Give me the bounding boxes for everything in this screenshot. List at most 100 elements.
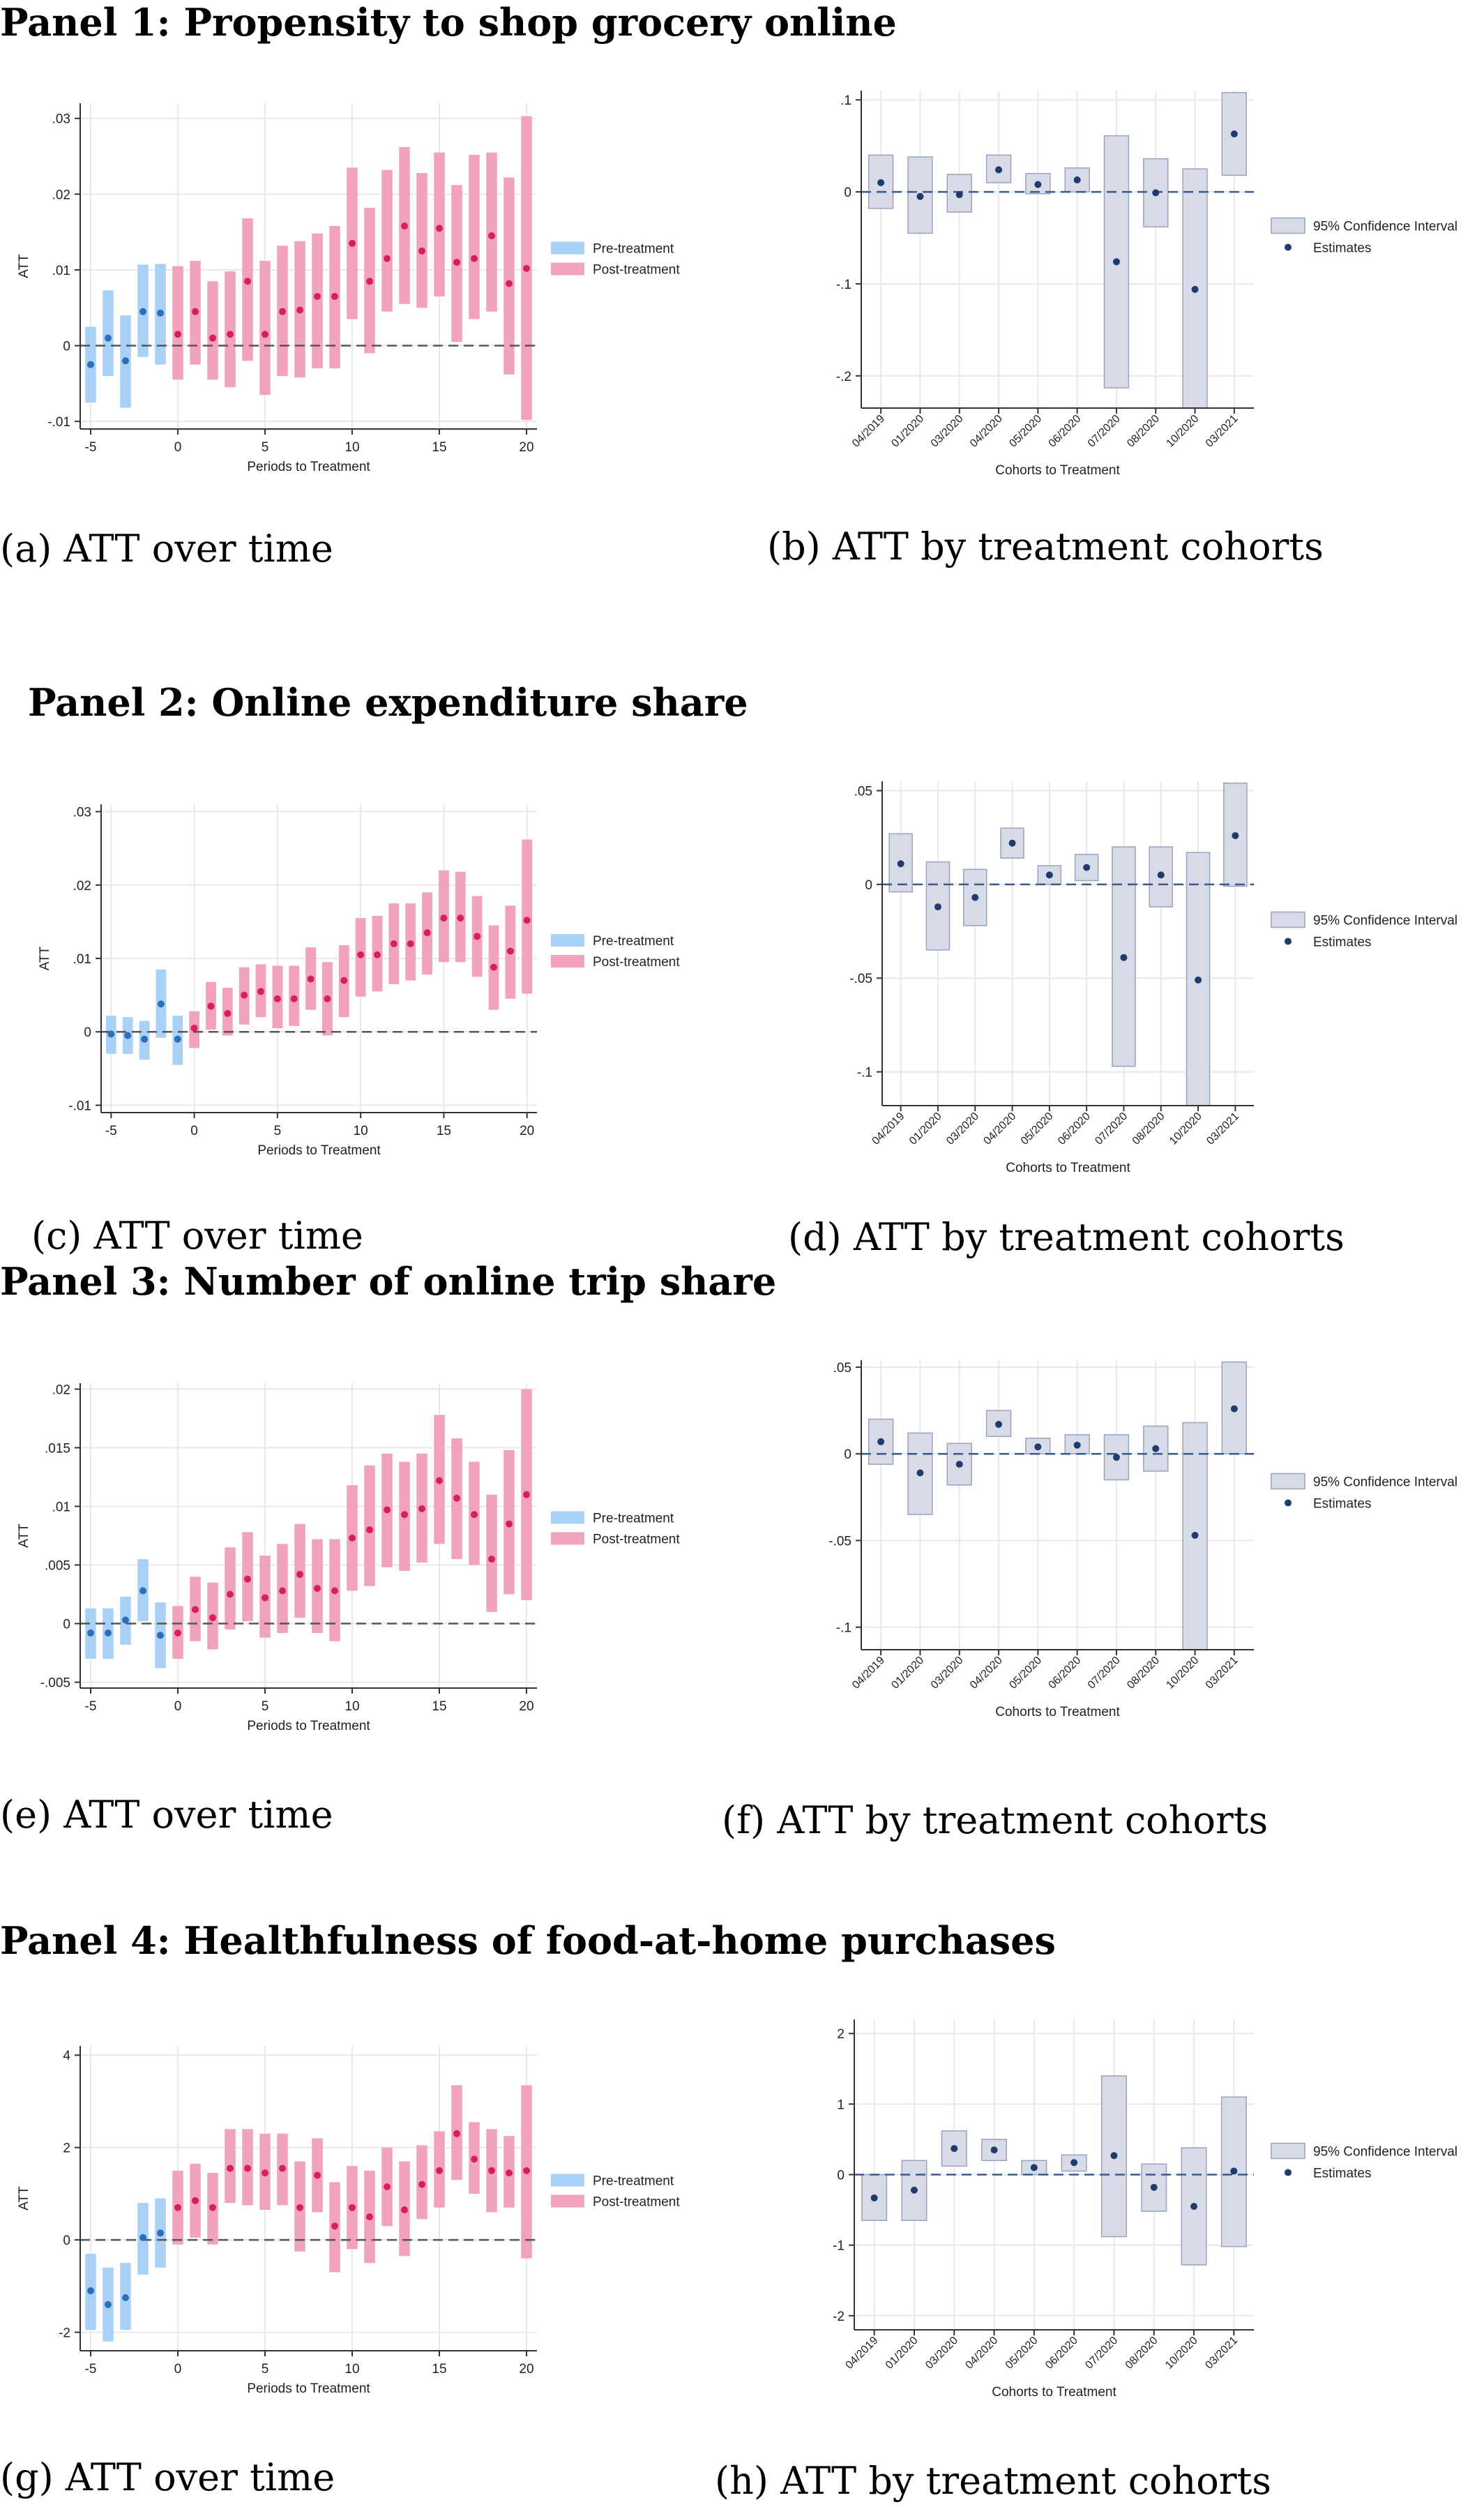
- x-tick-label: 0: [174, 1699, 182, 1714]
- estimate-point: [971, 894, 979, 901]
- post-estimate-point: [490, 963, 497, 971]
- legend-swatch-post: [551, 2194, 584, 2208]
- y-tick-label: 2: [63, 2141, 70, 2156]
- post-ci-bar: [259, 260, 271, 396]
- x-tick-label: 01/2020: [889, 413, 926, 450]
- y-tick-label: .01: [52, 1500, 70, 1514]
- chart-att-over-time: -2 0 2 4 -5 0 5 10 15 20 Periods to Treatment ATT Pr…: [0, 2019, 739, 2410]
- legend-label-post: Post-treatment: [593, 1533, 680, 1547]
- post-estimate-point: [471, 2155, 478, 2163]
- y-tick-label: 0: [63, 1618, 70, 1632]
- pre-ci-bar: [103, 290, 114, 376]
- post-estimate-point: [384, 2183, 391, 2190]
- x-axis-label: Cohorts to Treatment: [995, 1705, 1120, 1719]
- estimate-point: [1083, 864, 1091, 871]
- post-estimate-point: [307, 975, 315, 983]
- post-estimate-point: [453, 2130, 460, 2137]
- estimate-point: [1030, 2164, 1038, 2171]
- post-estimate-point: [340, 977, 348, 984]
- x-tick-label: 20: [519, 1699, 533, 1714]
- estimate-point: [1230, 130, 1238, 137]
- pre-estimate-point: [157, 2229, 164, 2237]
- x-tick-label: 04/2019: [844, 2335, 881, 2372]
- y-tick-label: 0: [63, 340, 70, 354]
- y-axis-label: ATT: [38, 946, 52, 970]
- y-tick-label: .05: [854, 784, 872, 799]
- x-tick-label: 05/2020: [1019, 1111, 1056, 1147]
- x-tick-label: 08/2020: [1130, 1111, 1167, 1147]
- x-tick-label: 06/2020: [1043, 2335, 1080, 2372]
- x-tick-label: 20: [520, 1124, 534, 1138]
- post-estimate-point: [366, 1526, 373, 1534]
- post-estimate-point: [227, 331, 234, 338]
- chart-att-by-cohort: .05 0 -.05 -.1 04/2019 01/2020 03/2020 04/2020 0…: [767, 1339, 1484, 1730]
- x-tick-label: 10/2020: [1167, 1111, 1204, 1147]
- post-estimate-point: [506, 1520, 513, 1528]
- y-tick-label: 1: [837, 2098, 845, 2112]
- legend-swatch-pre: [551, 2174, 584, 2187]
- panel-title: Panel 4: Healthfulness of food-at-home p…: [0, 1918, 1056, 1963]
- post-estimate-point: [349, 239, 356, 247]
- pre-estimate-point: [122, 1616, 129, 1624]
- post-estimate-point: [331, 1587, 338, 1595]
- post-estimate-point: [366, 278, 373, 285]
- legend-label-post: Post-treatment: [593, 2195, 680, 2210]
- legend-swatch-post: [551, 262, 584, 276]
- figure-caption: (d) ATT by treatment cohorts: [788, 1215, 1345, 1259]
- legend-label-pre: Pre-treatment: [593, 1512, 674, 1526]
- ci-box: [1025, 172, 1051, 195]
- x-axis-label: Periods to Treatment: [247, 460, 370, 474]
- post-estimate-point: [331, 292, 338, 300]
- y-tick-label: .05: [833, 1361, 851, 1376]
- estimate-point: [1191, 285, 1199, 293]
- post-estimate-point: [488, 232, 495, 240]
- x-tick-label: 04/2019: [850, 413, 887, 450]
- estimate-point: [1070, 2159, 1078, 2167]
- ci-box: [1103, 1434, 1130, 1481]
- x-tick-label: 10: [354, 1124, 368, 1138]
- post-estimate-point: [474, 933, 481, 940]
- x-tick-label: 01/2020: [884, 2335, 921, 2372]
- x-tick-label: 0: [174, 440, 182, 455]
- y-tick-label: .1: [840, 93, 851, 108]
- pre-estimate-point: [157, 1000, 165, 1008]
- pre-estimate-point: [105, 2301, 112, 2308]
- pre-estimate-point: [87, 2287, 94, 2294]
- post-estimate-point: [440, 914, 448, 922]
- y-tick-label: 2: [837, 2027, 845, 2042]
- x-tick-label: 08/2020: [1125, 1655, 1162, 1692]
- estimate-point: [1073, 176, 1081, 183]
- x-tick-label: 10: [344, 1699, 359, 1714]
- estimate-point: [870, 2194, 878, 2201]
- post-estimate-point: [457, 914, 464, 922]
- estimate-point: [1191, 1531, 1199, 1539]
- y-tick-label: 0: [844, 186, 851, 200]
- pre-estimate-point: [124, 1032, 132, 1039]
- post-estimate-point: [324, 995, 331, 1002]
- y-axis-label: ATT: [17, 2186, 31, 2211]
- figure-caption: (a) ATT over time: [0, 527, 333, 571]
- chart-svg: .1 0 -.1 -.2 04/2019 01/2020 03/2020 04/2020 05/…: [836, 91, 1458, 478]
- y-tick-label: -.1: [836, 1621, 851, 1636]
- post-estimate-point: [390, 940, 397, 947]
- estimate-point: [916, 1469, 924, 1477]
- x-tick-label: 5: [274, 1124, 282, 1138]
- post-estimate-point: [296, 1570, 303, 1578]
- legend-label-pre: Pre-treatment: [593, 2174, 674, 2189]
- estimate-point: [1008, 839, 1016, 847]
- post-ci-bar: [364, 1465, 375, 1586]
- post-estimate-point: [241, 991, 248, 999]
- estimate-point: [1157, 871, 1165, 879]
- x-tick-label: 03/2020: [929, 1655, 966, 1692]
- y-tick-label: -.1: [857, 1066, 872, 1081]
- estimate-point: [916, 193, 924, 200]
- estimate-point: [1232, 831, 1239, 839]
- ci-box: [888, 833, 913, 893]
- post-estimate-point: [314, 2171, 321, 2179]
- estimate-point: [1110, 2152, 1118, 2160]
- post-estimate-point: [453, 1494, 460, 1502]
- post-estimate-point: [290, 995, 298, 1002]
- post-estimate-point: [209, 1614, 216, 1622]
- x-tick-label: -5: [85, 2362, 97, 2377]
- estimate-point: [1112, 1454, 1120, 1461]
